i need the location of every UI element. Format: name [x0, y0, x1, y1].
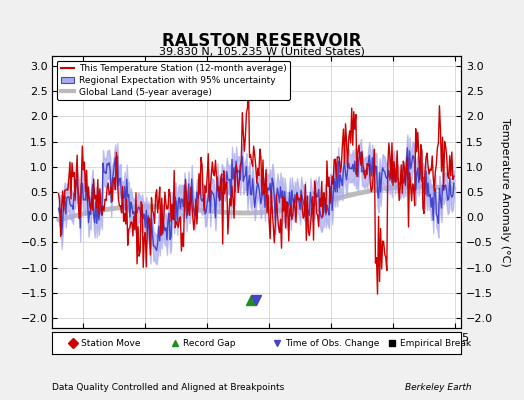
Text: Data Quality Controlled and Aligned at Breakpoints: Data Quality Controlled and Aligned at B… [52, 383, 285, 392]
Text: Time of Obs. Change: Time of Obs. Change [286, 338, 380, 348]
Text: Empirical Break: Empirical Break [400, 338, 471, 348]
Text: Station Move: Station Move [81, 338, 140, 348]
Legend: This Temperature Station (12-month average), Regional Expectation with 95% uncer: This Temperature Station (12-month avera… [57, 60, 290, 100]
Text: RALSTON RESERVOIR: RALSTON RESERVOIR [162, 32, 362, 50]
Y-axis label: Temperature Anomaly (°C): Temperature Anomaly (°C) [500, 118, 510, 266]
Text: Record Gap: Record Gap [183, 338, 236, 348]
Text: Berkeley Earth: Berkeley Earth [405, 383, 472, 392]
Text: 39.830 N, 105.235 W (United States): 39.830 N, 105.235 W (United States) [159, 46, 365, 56]
